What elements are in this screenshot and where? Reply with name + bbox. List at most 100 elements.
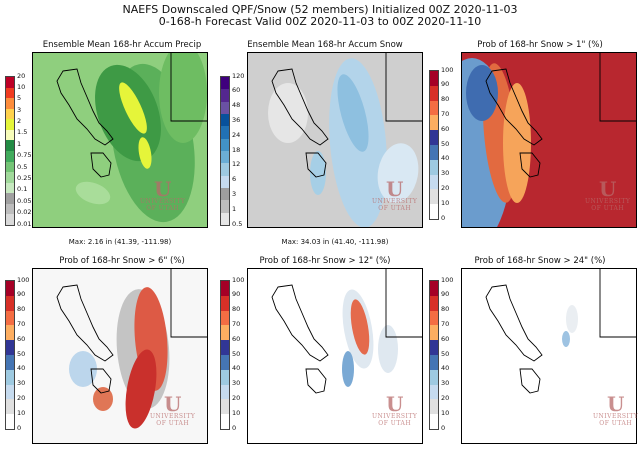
colorbar-tick-label: 80 bbox=[232, 305, 241, 314]
colorbar-tick-label: 50 bbox=[441, 349, 450, 358]
colorbar-tick-label: 30 bbox=[441, 169, 450, 178]
colorbar-swatch bbox=[430, 85, 438, 101]
colorbar-tick-label: 18 bbox=[232, 145, 241, 154]
snow-contour bbox=[337, 74, 369, 152]
snow-contour bbox=[377, 143, 419, 203]
colorbar-tick-label: 10 bbox=[17, 408, 26, 417]
colorbar-swatch bbox=[221, 384, 229, 400]
figure-subtitle: 0-168-h Forecast Valid 00Z 2020-11-03 to… bbox=[158, 15, 482, 28]
colorbar-swatch bbox=[221, 295, 229, 311]
utah-lake-outline bbox=[519, 368, 541, 394]
prob12-contour bbox=[342, 351, 354, 387]
colorbar-tick-label: 5 bbox=[17, 94, 22, 103]
prob12-contour bbox=[378, 325, 398, 373]
great-salt-lake-outline bbox=[485, 284, 543, 362]
colorbar-tick-label: 60 bbox=[17, 334, 26, 343]
colorbar-tick-label: 80 bbox=[441, 305, 450, 314]
colorbar-swatch bbox=[6, 151, 14, 162]
prob1-colorbar bbox=[429, 70, 439, 220]
colorbar-tick-label: 40 bbox=[441, 364, 450, 373]
colorbar-tick-label: 30 bbox=[232, 379, 241, 388]
prob1-contour bbox=[503, 83, 531, 203]
colorbar-swatch bbox=[430, 384, 438, 400]
colorbar-tick-label: 40 bbox=[17, 364, 26, 373]
colorbar-tick-label: 0.02 bbox=[17, 208, 32, 217]
colorbar-swatch bbox=[221, 355, 229, 370]
colorbar-tick-label: 100 bbox=[232, 275, 245, 284]
colorbar-swatch bbox=[430, 310, 438, 326]
colorbar-tick-label: 12 bbox=[232, 160, 241, 169]
colorbar-tick-label: 1.5 bbox=[17, 128, 28, 137]
prob24-contour bbox=[566, 305, 578, 333]
snow-colorbar bbox=[220, 76, 230, 226]
colorbar-swatch bbox=[6, 161, 14, 173]
university-of-utah-logo: U UNIVERSITY OF UTAH bbox=[372, 392, 418, 427]
snow-contour bbox=[310, 151, 326, 195]
colorbar-swatch bbox=[221, 175, 229, 188]
university-of-utah-logo: U UNIVERSITY OF UTAH bbox=[140, 177, 186, 212]
great-salt-lake-outline bbox=[56, 68, 114, 146]
university-of-utah-logo: U UNIVERSITY OF UTAH bbox=[585, 177, 631, 212]
colorbar-swatch bbox=[221, 281, 229, 296]
colorbar-swatch bbox=[6, 281, 14, 296]
colorbar-tick-label: 24 bbox=[232, 130, 241, 139]
great-salt-lake-outline bbox=[271, 68, 329, 146]
colorbar-swatch bbox=[221, 151, 229, 164]
colorbar-tick-label: 80 bbox=[17, 305, 26, 314]
colorbar-tick-label: 70 bbox=[232, 319, 241, 328]
colorbar-swatch bbox=[6, 140, 14, 151]
snow-map bbox=[247, 52, 423, 228]
colorbar-tick-label: 1 bbox=[232, 204, 237, 213]
colorbar-tick-label: 50 bbox=[232, 349, 241, 358]
colorbar-tick-label: 40 bbox=[232, 364, 241, 373]
great-salt-lake-outline bbox=[56, 284, 114, 362]
colorbar-tick-label: 20 bbox=[441, 393, 450, 402]
prob24-background-field bbox=[462, 269, 636, 443]
colorbar-tick-label: 30 bbox=[17, 379, 26, 388]
panel-title-prob12: Prob of 168-hr Snow > 12" (%) bbox=[259, 256, 391, 266]
colorbar-swatch bbox=[221, 126, 229, 139]
colorbar-tick-label: 60 bbox=[232, 334, 241, 343]
university-of-utah-logo: U UNIVERSITY OF UTAH bbox=[372, 177, 418, 212]
colorbar-tick-label: 1 bbox=[17, 139, 22, 148]
colorbar-tick-label: 10 bbox=[232, 408, 241, 417]
colorbar-swatch bbox=[430, 325, 438, 341]
colorbar-swatch bbox=[221, 212, 229, 225]
colorbar-tick-label: 60 bbox=[232, 86, 241, 95]
colorbar-tick-label: 0 bbox=[441, 423, 446, 432]
precip-max-area bbox=[138, 137, 152, 169]
colorbar-swatch bbox=[6, 182, 14, 194]
panel-title-precip: Ensemble Mean 168-hr Accum Precip bbox=[42, 40, 202, 50]
colorbar-swatch bbox=[430, 100, 438, 116]
colorbar-tick-label: 0.1 bbox=[17, 185, 28, 194]
colorbar-tick-label: 48 bbox=[232, 101, 241, 110]
colorbar-swatch bbox=[221, 77, 229, 90]
colorbar-swatch bbox=[221, 188, 229, 201]
state-border bbox=[599, 269, 636, 338]
utah-lake-outline bbox=[305, 368, 327, 394]
colorbar-swatch bbox=[430, 295, 438, 311]
panel-title-prob6: Prob of 168-hr Snow > 6" (%) bbox=[59, 256, 185, 266]
utah-lake-outline bbox=[90, 368, 112, 394]
colorbar-tick-label: 0.75 bbox=[17, 151, 32, 160]
prob1-map bbox=[461, 52, 637, 228]
colorbar-swatch bbox=[6, 77, 14, 88]
colorbar-swatch bbox=[6, 325, 14, 341]
colorbar-swatch bbox=[221, 101, 229, 114]
colorbar-swatch bbox=[6, 108, 14, 120]
precip-colorbar bbox=[5, 76, 15, 226]
colorbar-swatch bbox=[6, 172, 14, 183]
colorbar-tick-label: 120 bbox=[232, 71, 245, 80]
colorbar-swatch bbox=[6, 129, 14, 141]
colorbar-swatch bbox=[430, 115, 438, 131]
colorbar-tick-label: 90 bbox=[17, 290, 26, 299]
colorbar-tick-label: 6 bbox=[232, 175, 237, 184]
colorbar-tick-label: 60 bbox=[441, 124, 450, 133]
prob12-colorbar bbox=[220, 280, 230, 430]
state-border bbox=[599, 53, 636, 122]
colorbar-tick-label: 0.01 bbox=[17, 219, 32, 228]
colorbar-swatch bbox=[430, 414, 438, 429]
colorbar-tick-label: 90 bbox=[232, 290, 241, 299]
colorbar-tick-label: 100 bbox=[441, 65, 454, 74]
colorbar-swatch bbox=[6, 340, 14, 355]
